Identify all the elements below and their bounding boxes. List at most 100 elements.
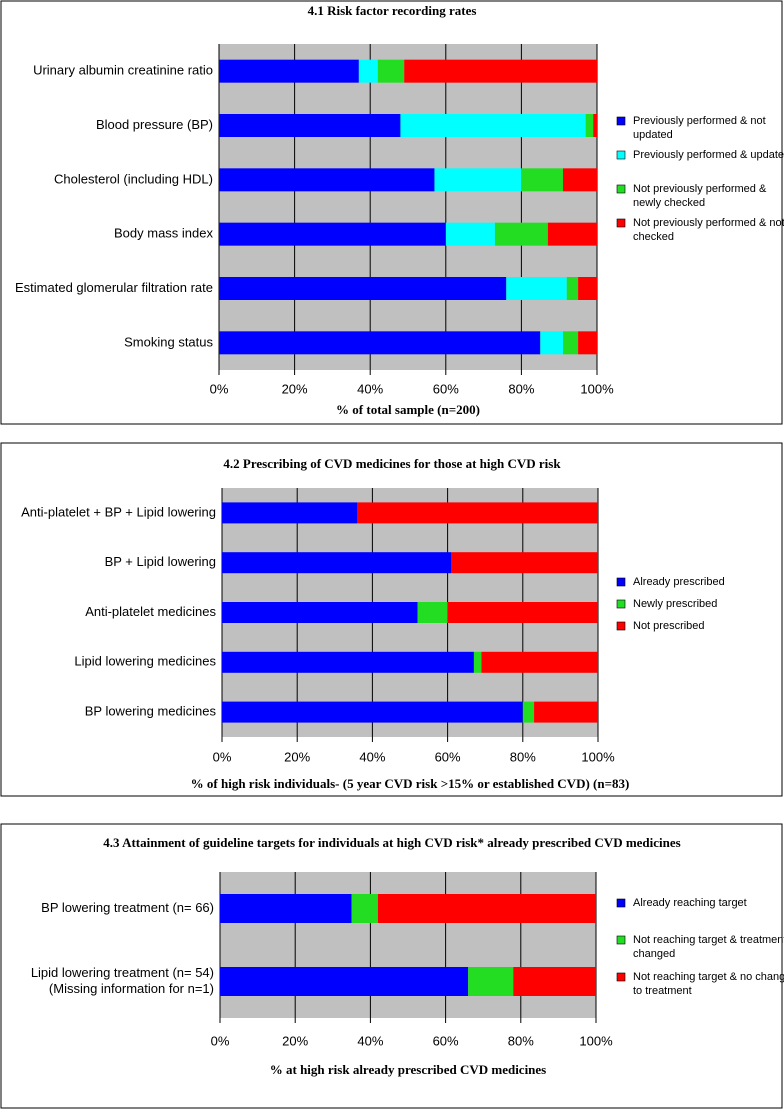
bar-segment: [220, 894, 352, 923]
x-tick-label: 20%: [282, 381, 308, 396]
chart-title: 4.1 Risk factor recording rates: [308, 3, 477, 18]
bar-segment: [522, 701, 535, 723]
x-tick-label: 80%: [508, 1033, 534, 1048]
y-tick-label: Urinary albumin creatinine ratio: [33, 63, 213, 78]
legend-swatch: [616, 116, 626, 126]
bar-segment: [222, 502, 358, 524]
x-tick-label: 40%: [357, 1033, 383, 1048]
y-tick-label: (Missing information for n=1): [49, 981, 214, 996]
legend-swatch: [616, 935, 626, 945]
x-axis-label: % of high risk individuals- (5 year CVD …: [191, 776, 630, 791]
panel: [0, 0, 783, 425]
plot-area: [220, 872, 596, 1018]
legend-label: Already prescribed: [633, 576, 725, 588]
bar-segment: [219, 331, 541, 355]
bar-segment: [219, 277, 507, 300]
y-tick-label: Cholesterol (including HDL): [54, 171, 213, 186]
legend-item: Already reaching target: [633, 897, 747, 909]
x-tick-label: 40%: [357, 381, 383, 396]
bar-segment: [445, 222, 495, 246]
x-tick-label: 0%: [211, 1033, 230, 1048]
bar-segment: [351, 894, 378, 923]
bar-segment: [481, 651, 598, 673]
bar-segment: [521, 168, 563, 192]
bar-segment: [578, 277, 597, 300]
legend-swatch: [616, 972, 626, 982]
legend-swatch: [616, 898, 626, 908]
legend-item: Not previously performed & newly checked: [633, 183, 767, 209]
x-tick-label: 20%: [284, 749, 310, 764]
bar-segment: [585, 114, 594, 137]
bar-segment: [494, 222, 548, 246]
bar-segment: [566, 277, 579, 300]
legend-label: Not reaching target & no change to treat…: [633, 971, 784, 997]
plot-area: [219, 44, 597, 370]
legend-label: Not prescribed: [633, 620, 705, 632]
legend-label: Newly prescribed: [633, 598, 718, 610]
bar-segment: [357, 502, 598, 524]
y-tick-label: Body mass index: [114, 226, 213, 241]
bar-segment: [447, 602, 598, 623]
bar-segment: [222, 701, 523, 723]
chart-title: 4.2 Prescribing of CVD medicines for tho…: [223, 456, 561, 471]
y-tick-label: BP + Lipid lowering: [105, 554, 216, 569]
bar-segment: [534, 701, 598, 723]
bar-segment: [377, 59, 405, 83]
bar-segment: [377, 894, 596, 923]
y-tick-label: Lipid lowering medicines: [74, 654, 216, 669]
bar-segment: [547, 222, 597, 246]
legend-item: Previously performed & not updated: [633, 115, 766, 141]
legend-swatch: [616, 184, 626, 194]
x-tick-label: 20%: [282, 1033, 308, 1048]
panel: [0, 823, 783, 1109]
legend-item: Previously performed & updated: [633, 149, 784, 161]
x-tick-label: 60%: [435, 749, 461, 764]
x-tick-label: 60%: [433, 381, 459, 396]
x-tick-label: 0%: [210, 381, 229, 396]
legend-label: Already reaching target: [633, 897, 747, 909]
legend-swatch: [616, 599, 626, 609]
x-axis-label: % at high risk already prescribed CVD me…: [270, 1062, 547, 1077]
bar-segment: [222, 651, 474, 673]
legend-item: Not reaching target & no change to treat…: [633, 971, 784, 997]
legend-item: Newly prescribed: [633, 598, 718, 610]
legend-item: Not prescribed: [633, 620, 705, 632]
bar-segment: [562, 331, 579, 355]
y-tick-label: Anti-platelet + BP + Lipid lowering: [21, 504, 216, 519]
bar-segment: [434, 168, 522, 192]
y-tick-label: Anti-platelet medicines: [85, 604, 216, 619]
x-tick-label: 100%: [579, 1033, 613, 1048]
bar-segment: [222, 602, 418, 623]
x-tick-label: 80%: [508, 381, 534, 396]
legend-label: Previously performed & updated: [633, 149, 784, 161]
legend-label: Not previously performed & newly checked: [633, 183, 767, 209]
bar-segment: [222, 552, 452, 574]
legend-item: Already prescribed: [633, 576, 725, 588]
bar-segment: [220, 967, 469, 996]
bar-segment: [578, 331, 597, 355]
bar-segment: [451, 552, 598, 574]
x-tick-label: 80%: [510, 749, 536, 764]
legend-label: Not previously performed & not checked: [633, 217, 784, 243]
panel: [0, 442, 783, 797]
x-tick-label: 100%: [580, 381, 614, 396]
bar-segment: [540, 331, 563, 355]
legend-label: Previously performed & not updated: [633, 115, 766, 141]
bar-segment: [593, 114, 597, 137]
legend-swatch: [616, 577, 626, 587]
y-tick-label: Estimated glomerular filtration rate: [15, 280, 213, 295]
bar-segment: [562, 168, 597, 192]
bar-segment: [219, 114, 401, 137]
y-tick-label: Smoking status: [124, 334, 213, 349]
x-tick-label: 40%: [359, 749, 385, 764]
x-tick-label: 100%: [581, 749, 615, 764]
legend-label: Not reaching target & treatment changed: [633, 934, 784, 960]
bar-segment: [219, 168, 435, 192]
legend-swatch: [616, 218, 626, 228]
bar-segment: [219, 222, 446, 246]
x-axis-label: % of total sample (n=200): [336, 402, 480, 417]
bar-segment: [358, 59, 378, 83]
bar-segment: [506, 277, 567, 300]
legend-item: Not previously performed & not checked: [633, 217, 784, 243]
